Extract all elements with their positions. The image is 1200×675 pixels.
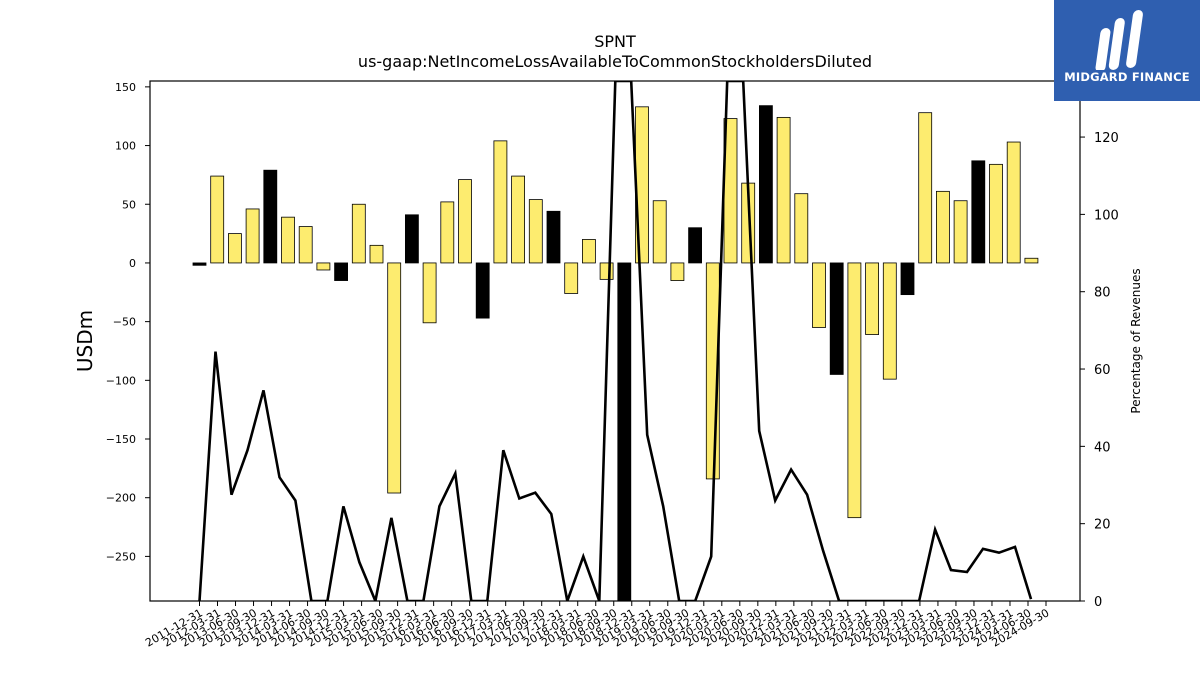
bar-2017-12-31 xyxy=(617,262,632,601)
bar-2014-03-31 xyxy=(351,203,366,264)
bar-2017-06-30 xyxy=(582,239,596,264)
bar-2017-09-30 xyxy=(599,262,614,280)
y2-tick-label: 80 xyxy=(1094,286,1111,301)
bar-2022-03-31 xyxy=(918,112,933,264)
y-axis-label: USDm xyxy=(73,310,97,372)
bar-2022-06-30 xyxy=(936,190,950,264)
bar-2015-09-30 xyxy=(458,179,472,264)
bar-2023-03-31 xyxy=(989,163,1003,264)
bar-2022-12-31 xyxy=(971,160,986,264)
midgard-finance-logo: MIDGARD FINANCE xyxy=(1054,0,1200,101)
bar-2018-06-30 xyxy=(652,200,667,264)
percentage-of-revenues-line xyxy=(198,81,1033,601)
y-tick-label: 50 xyxy=(122,198,136,211)
y-tick-label: 150 xyxy=(115,81,136,94)
bar-2014-06-30 xyxy=(369,244,384,264)
bar-2021-12-31 xyxy=(900,262,915,296)
plot-frame xyxy=(149,80,1081,602)
bar-2012-03-31 xyxy=(210,175,225,264)
bar-2015-06-30 xyxy=(440,201,455,264)
bar-2018-09-30 xyxy=(670,262,685,281)
bar-2021-09-30 xyxy=(882,262,897,380)
logo-text: MIDGARD FINANCE xyxy=(1064,70,1190,84)
bar-2016-03-31 xyxy=(493,140,508,264)
y2-tick-label: 60 xyxy=(1094,363,1111,378)
bar-2013-06-30 xyxy=(298,226,313,264)
bar-2020-12-31 xyxy=(829,262,844,375)
bar-2012-06-30 xyxy=(227,233,242,264)
bar-2013-03-31 xyxy=(281,216,295,264)
y2-tick-label: 20 xyxy=(1094,518,1111,533)
bar-2012-12-31 xyxy=(263,169,278,264)
y-tick-label: −250 xyxy=(106,550,136,563)
bar-2013-12-31 xyxy=(334,262,349,281)
y-tick-label: −150 xyxy=(106,433,136,446)
y2-tick-label: 40 xyxy=(1094,440,1111,455)
bar-2015-03-31 xyxy=(422,262,437,324)
y-tick-label: −50 xyxy=(113,316,136,329)
bar-2021-03-31 xyxy=(847,262,862,519)
chart-subtitle: us-gaap:NetIncomeLossAvailableToCommonSt… xyxy=(357,52,873,71)
y2-tick-label: 100 xyxy=(1094,208,1119,223)
bar-2013-09-30 xyxy=(316,262,331,271)
y-tick-label: 100 xyxy=(115,140,136,153)
y-tick-label: −100 xyxy=(106,374,136,387)
bar-2020-03-31 xyxy=(776,116,791,264)
y2-tick-label: 0 xyxy=(1094,595,1102,610)
y2-tick-label: 120 xyxy=(1094,131,1119,146)
bar-2016-12-31 xyxy=(546,210,561,264)
bar-2023-06-30 xyxy=(1006,141,1021,264)
logo-mark-icon xyxy=(1095,10,1143,70)
bar-2011-12-31 xyxy=(192,262,207,266)
bar-2017-03-31 xyxy=(564,262,579,294)
bar-2016-06-30 xyxy=(511,175,526,264)
chart-title: SPNT xyxy=(594,32,636,51)
bar-2023-09-30 xyxy=(1024,257,1039,264)
y-tick-label: −200 xyxy=(106,492,136,505)
bar-2012-09-30 xyxy=(245,208,260,264)
bar-2020-06-30 xyxy=(794,193,809,264)
y2-axis-label: Percentage of Revenues xyxy=(1129,268,1143,413)
bar-2014-09-30 xyxy=(387,262,402,494)
bar-2022-09-30 xyxy=(953,200,968,264)
bar-2016-09-30 xyxy=(528,199,543,264)
bar-2018-12-31 xyxy=(688,227,702,264)
bar-2021-06-30 xyxy=(865,262,879,335)
bar-2014-12-31 xyxy=(404,214,419,264)
bar-2019-12-31 xyxy=(759,105,773,264)
y-tick-label: 0 xyxy=(129,257,136,270)
bar-2020-09-30 xyxy=(812,262,826,328)
bar-2015-12-31 xyxy=(475,262,490,319)
